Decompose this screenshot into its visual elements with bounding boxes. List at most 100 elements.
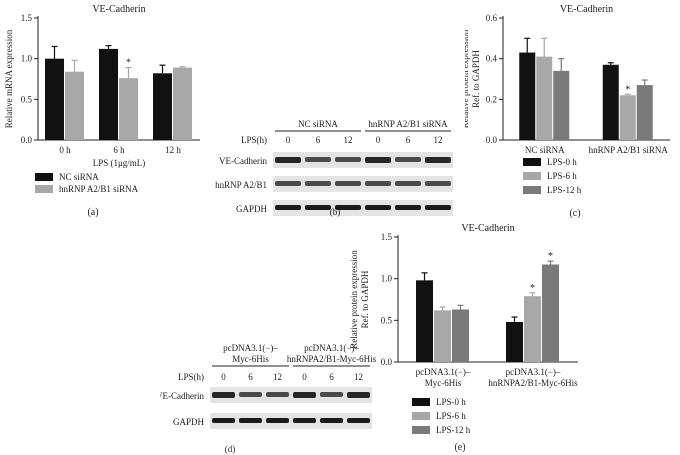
blot-band bbox=[275, 157, 301, 163]
significance-marker: * bbox=[530, 283, 535, 294]
y-tick-label: 0.0 bbox=[381, 357, 393, 367]
blot-band bbox=[425, 157, 451, 163]
y-axis-label: Relative protein expression bbox=[465, 29, 470, 128]
chart-title: VE-Cadherin bbox=[560, 4, 613, 15]
legend-label: LPS-0 h bbox=[547, 157, 577, 167]
blot-band bbox=[347, 392, 370, 398]
bar bbox=[542, 264, 559, 362]
blot-band-label: GAPDH bbox=[236, 204, 268, 214]
blot-lane-label: 0 bbox=[376, 135, 381, 145]
bar bbox=[45, 58, 64, 140]
blot-band bbox=[275, 205, 301, 210]
bar bbox=[173, 67, 192, 140]
significance-marker: * bbox=[548, 251, 553, 262]
blot-band bbox=[425, 181, 451, 186]
blot-band bbox=[212, 392, 235, 398]
legend-swatch bbox=[523, 186, 541, 194]
panel-label: (b) bbox=[330, 207, 341, 217]
blot-lane-label: 0 bbox=[302, 372, 307, 382]
x-tick-label: hnRNP A2/B1 siRNA bbox=[589, 145, 669, 155]
chart-a: VE-Cadherin 0.0 0.5 1.0 1.5 Relative mRNA exp… bbox=[4, 4, 200, 218]
chart-c: VE-Cadherin 0.0 0.2 0.4 0.6 Relative protein … bbox=[465, 4, 670, 219]
legend-label: LPS-6 h bbox=[436, 411, 466, 421]
blot-lps-label: LPS(h) bbox=[241, 135, 267, 145]
blot-band-label: VE-Cadherin bbox=[160, 391, 204, 401]
legend-swatch bbox=[35, 185, 53, 193]
y-tick-label: 1.0 bbox=[21, 54, 33, 64]
blot-lane-label: 12 bbox=[434, 135, 443, 145]
blot-lane-label: 12 bbox=[344, 135, 353, 145]
x-tick-label: pcDNA3.1(−)– hnRNPA2/B1-Myc-6His bbox=[488, 367, 578, 388]
chart-title: VE-Cadherin bbox=[92, 4, 145, 15]
blot-membrane bbox=[273, 200, 453, 216]
blot-band bbox=[266, 418, 289, 423]
blot-group-label: Myc-6His bbox=[232, 354, 269, 364]
blot-lps-label: LPS(h) bbox=[178, 372, 204, 382]
blot-band bbox=[266, 392, 289, 397]
blot-b: NC siRNA hnRNP A2/B1 siRNA LPS(h) 0 6 12 0 6 12 V… bbox=[215, 119, 453, 217]
blot-group-label: pcDNA3.1(−)– bbox=[304, 343, 359, 353]
blot-band bbox=[275, 181, 301, 186]
y-axis-label: Relative protein expression bbox=[350, 250, 359, 349]
y-tick-label: 0.2 bbox=[486, 94, 497, 104]
x-tick-label: 0 h bbox=[59, 145, 71, 155]
blot-d: pcDNA3.1(−)–Myc-6HispcDNA3.1(−)–hnRNPA2/… bbox=[160, 343, 377, 454]
blot-band bbox=[395, 205, 421, 210]
legend-label: LPS-12 h bbox=[547, 185, 582, 195]
blot-band bbox=[365, 157, 391, 163]
blot-band bbox=[212, 418, 235, 423]
blot-membrane bbox=[210, 387, 372, 403]
blot-band bbox=[305, 181, 331, 186]
bar bbox=[506, 322, 523, 362]
bar bbox=[553, 70, 570, 140]
y-tick-label: 1.5 bbox=[21, 13, 33, 23]
legend-swatch bbox=[412, 426, 430, 434]
blot-lane-label: 6 bbox=[248, 372, 253, 382]
bar bbox=[416, 280, 433, 362]
blot-lane-label: 6 bbox=[316, 135, 321, 145]
bar bbox=[119, 78, 138, 140]
legend-swatch bbox=[523, 158, 541, 166]
x-tick-label: NC siRNA bbox=[525, 145, 565, 155]
blot-band bbox=[395, 157, 421, 162]
legend-swatch bbox=[412, 398, 430, 406]
x-axis-label: LPS (1μg/mL) bbox=[93, 158, 146, 168]
blot-band bbox=[239, 418, 262, 423]
blot-group-label: hnRNPA2/B1-Myc-6His bbox=[287, 354, 377, 364]
y-tick-label: 0.0 bbox=[21, 135, 33, 145]
blot-band bbox=[293, 392, 316, 398]
y-tick-label: 0.5 bbox=[21, 94, 33, 104]
y-tick-label: 0.5 bbox=[381, 315, 393, 325]
legend-swatch bbox=[35, 173, 53, 181]
bar bbox=[519, 52, 536, 140]
y-tick-label: 1.5 bbox=[381, 232, 393, 242]
bar bbox=[602, 64, 619, 140]
blot-lane-label: 0 bbox=[221, 372, 226, 382]
blot-band-label: VE-Cadherin bbox=[219, 156, 267, 166]
blot-band bbox=[347, 418, 370, 423]
blot-group-label: hnRNP A2/B1 siRNA bbox=[368, 119, 448, 129]
blot-group-label: NC siRNA bbox=[298, 119, 338, 129]
blot-band bbox=[365, 181, 391, 186]
blot-band bbox=[239, 392, 262, 397]
blot-group-label: pcDNA3.1(−)– bbox=[223, 343, 278, 353]
legend-label: LPS-12 h bbox=[436, 425, 471, 435]
blot-band bbox=[305, 205, 331, 210]
blot-band-label: hnRNP A2/B1 bbox=[215, 180, 267, 190]
x-tick-label: 12 h bbox=[165, 145, 181, 155]
significance-marker: * bbox=[625, 84, 630, 95]
blot-band bbox=[335, 181, 361, 186]
bar bbox=[619, 95, 636, 140]
legend-swatch bbox=[523, 172, 541, 180]
blot-lane-label: 12 bbox=[273, 372, 282, 382]
blot-lane-label: 12 bbox=[354, 372, 363, 382]
y-axis-label: Relative mRNA expression bbox=[4, 29, 14, 128]
legend-label: NC siRNA bbox=[59, 172, 99, 182]
blot-band bbox=[320, 418, 343, 423]
significance-marker: * bbox=[126, 58, 131, 69]
bar bbox=[452, 309, 469, 362]
y-tick-label: 1.0 bbox=[381, 274, 393, 284]
bar bbox=[636, 85, 653, 140]
y-tick-label: 0.0 bbox=[486, 135, 498, 145]
blot-band bbox=[425, 205, 451, 210]
